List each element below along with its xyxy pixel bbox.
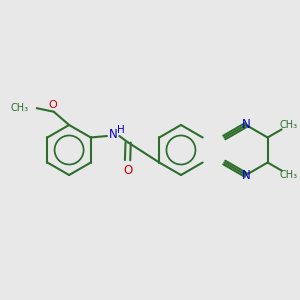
Text: CH₃: CH₃ xyxy=(280,170,298,180)
Text: O: O xyxy=(48,100,57,110)
Text: CH₃: CH₃ xyxy=(10,103,28,112)
Text: CH₃: CH₃ xyxy=(280,120,298,130)
Text: N: N xyxy=(109,128,118,141)
Text: H: H xyxy=(117,124,125,134)
Text: O: O xyxy=(123,164,132,177)
Text: N: N xyxy=(242,118,250,131)
Text: N: N xyxy=(242,169,250,182)
